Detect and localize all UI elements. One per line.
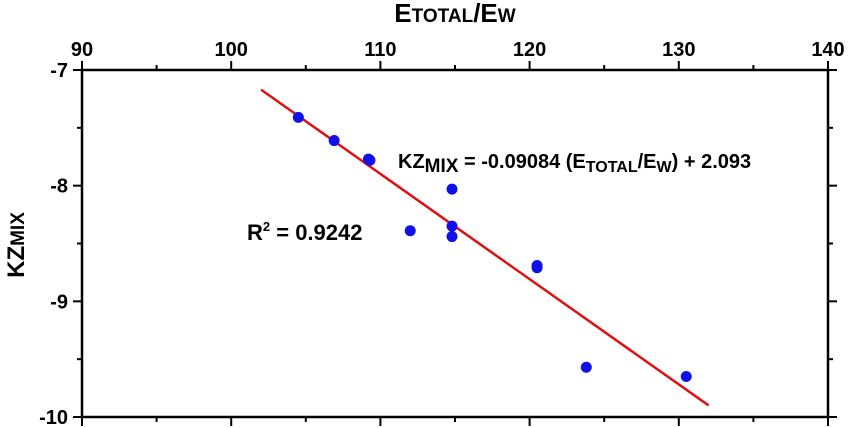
data-points <box>292 111 692 383</box>
x-axis-title: ETOTAL/EW <box>394 0 516 28</box>
y-tick-label: -10 <box>39 407 68 428</box>
data-point <box>446 183 458 195</box>
x-tick-label: 130 <box>662 39 695 61</box>
data-point <box>364 154 376 166</box>
equation-annotation: KZMIX = -0.09084 (ETOTAL/EW) + 2.093 <box>398 151 751 177</box>
x-tick-label: 110 <box>364 39 396 61</box>
y-tick-label: -9 <box>50 291 68 313</box>
data-point <box>292 111 304 123</box>
x-tick-label: 90 <box>71 39 93 61</box>
data-point <box>680 371 692 383</box>
regression-line <box>260 88 710 407</box>
data-point <box>446 231 458 243</box>
data-point <box>404 225 416 237</box>
y-axis-ticks: -7 -8 -9 -10 <box>39 60 837 428</box>
y-axis-title: KZMIX <box>3 212 30 278</box>
y-tick-label: -7 <box>50 60 68 82</box>
data-point <box>580 361 592 373</box>
r-squared-annotation: R2 = 0.9242 <box>247 219 363 245</box>
data-point <box>531 262 543 274</box>
y-tick-label: -8 <box>50 176 68 198</box>
x-axis-ticks: 90 100 110 120 130 140 <box>71 39 845 426</box>
data-point <box>328 135 340 147</box>
x-tick-label: 100 <box>215 39 248 61</box>
data-point <box>446 220 458 232</box>
plot-frame <box>80 68 830 419</box>
x-tick-label: 120 <box>513 39 546 61</box>
x-tick-label: 140 <box>811 39 844 61</box>
fit-line-group <box>260 88 710 407</box>
